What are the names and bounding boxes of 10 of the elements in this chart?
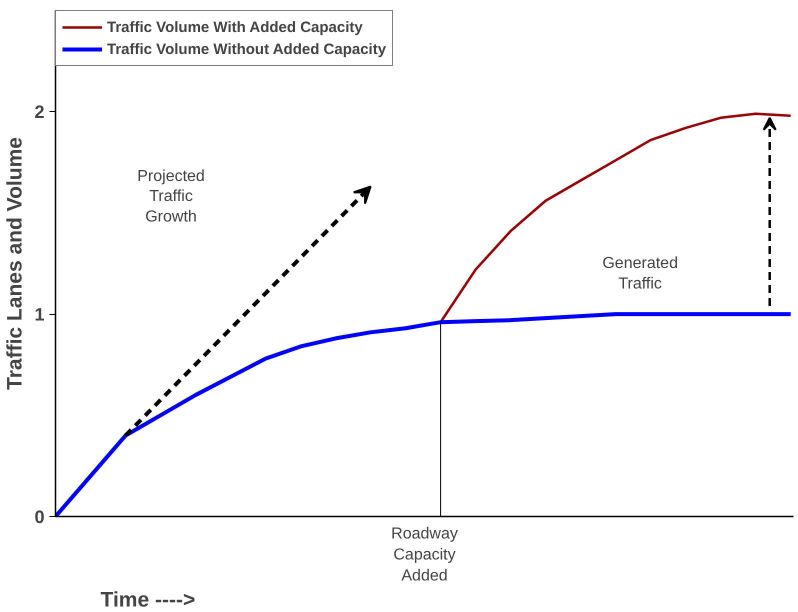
annotation: Generated Traffic xyxy=(602,254,678,292)
y-tick-label: 2 xyxy=(34,102,45,122)
y-axis-title: Traffic Lanes and Volume xyxy=(3,137,26,390)
text: Roadway Capacity Added xyxy=(391,526,458,584)
y-tick-label: 0 xyxy=(34,507,45,527)
y-tick-label: 1 xyxy=(34,304,45,325)
x-axis-title: Time ----> xyxy=(100,588,196,612)
legend-label: Traffic Volume With Added Capacity xyxy=(107,18,363,36)
legend-label: Traffic Volume Without Added Capacity xyxy=(107,40,386,58)
annotation: Projected Traffic Growth xyxy=(137,168,205,226)
